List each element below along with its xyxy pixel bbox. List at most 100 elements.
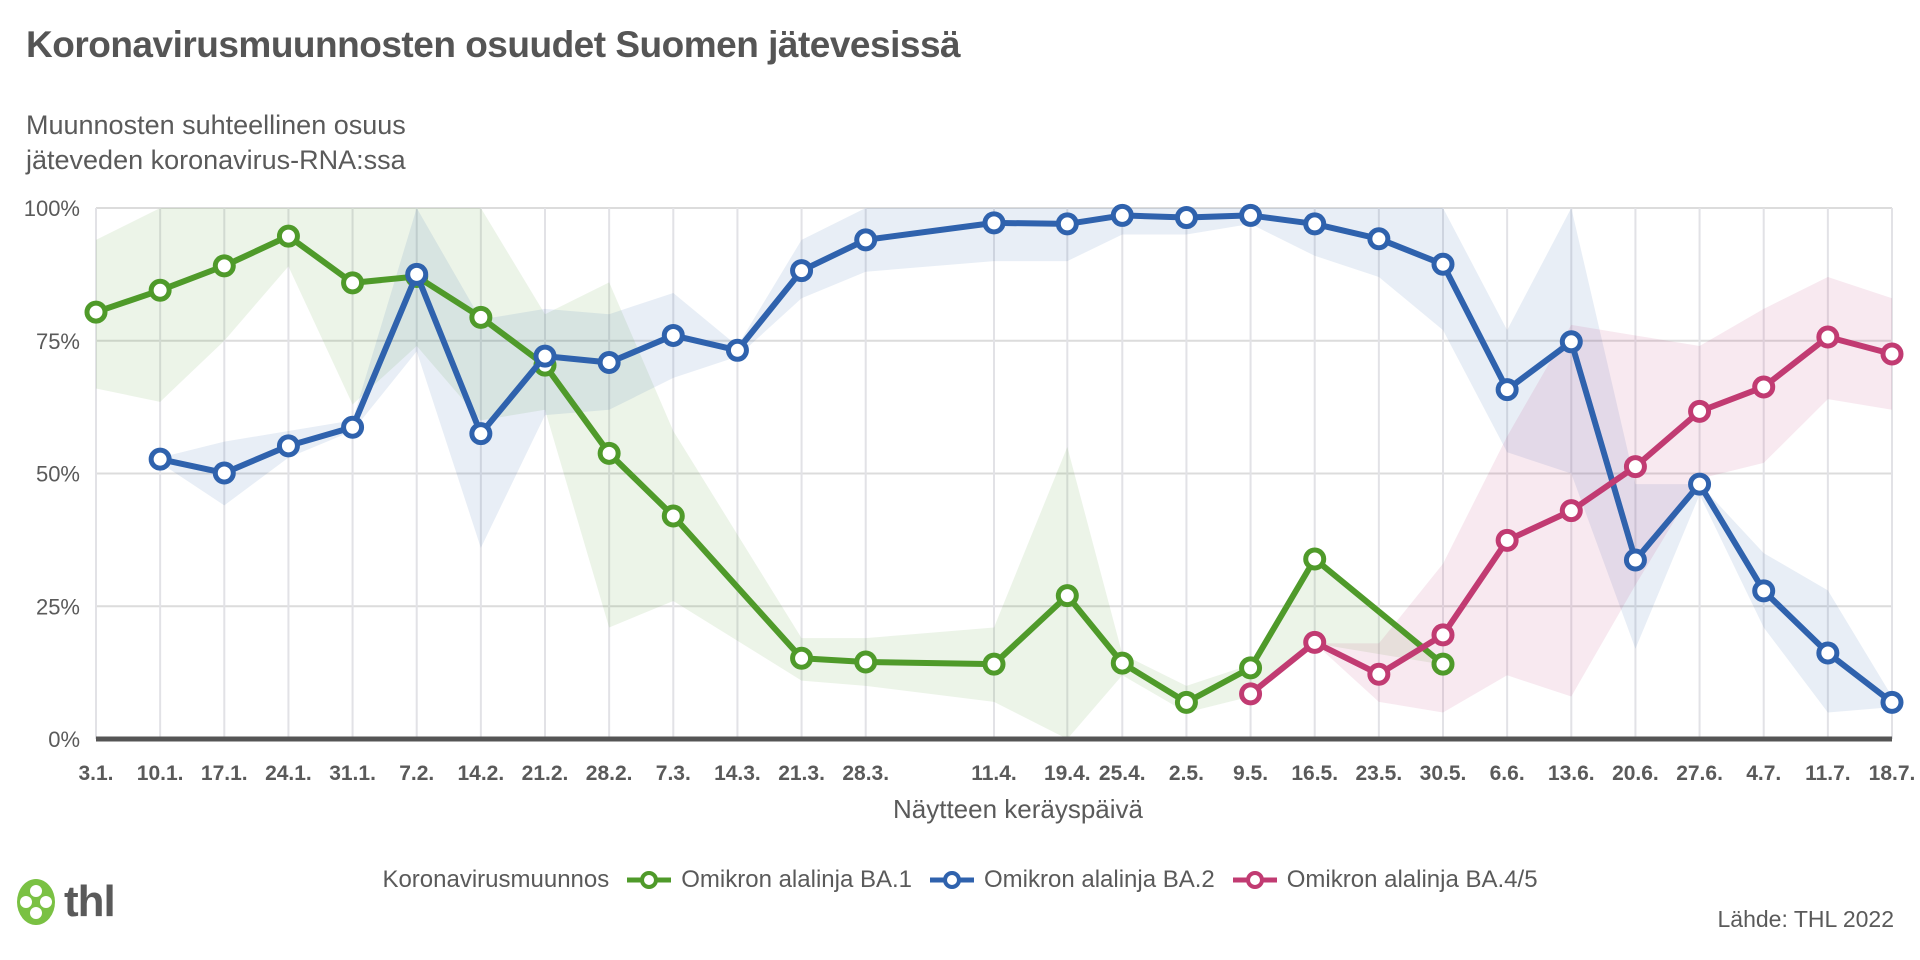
data-point <box>1239 203 1263 227</box>
data-point <box>1816 641 1840 665</box>
subtitle-line-1: Muunnosten suhteellinen osuus <box>26 110 406 140</box>
data-point <box>1880 690 1904 714</box>
x-tick-label: 7.2. <box>399 762 434 785</box>
data-point <box>1055 584 1079 608</box>
thl-logo: thl <box>14 876 116 928</box>
data-point <box>212 461 236 485</box>
data-point <box>469 422 493 446</box>
x-tick-label: 21.2. <box>522 762 569 785</box>
x-tick-label: 19.4. <box>1044 762 1091 785</box>
data-point <box>276 434 300 458</box>
legend-title: Koronavirusmuunnos <box>382 866 610 893</box>
data-point <box>1110 651 1134 675</box>
y-tick-label: 0% <box>48 727 80 752</box>
data-point <box>276 224 300 248</box>
data-point <box>1174 690 1198 714</box>
legend-item-ba45[interactable]: Omikron alalinja BA.4/5 <box>1232 866 1538 894</box>
x-tick-label: 13.6. <box>1548 762 1595 785</box>
data-point <box>533 344 557 368</box>
x-tick-label: 17.1. <box>201 762 248 785</box>
data-point <box>469 305 493 329</box>
confidence-band <box>160 208 1893 713</box>
data-point <box>790 259 814 283</box>
y-tick-label: 50% <box>36 462 80 487</box>
data-point <box>1688 472 1712 496</box>
data-point <box>1303 212 1327 236</box>
data-point <box>725 338 749 362</box>
legend-item-ba2[interactable]: Omikron alalinja BA.2 <box>930 866 1215 894</box>
x-axis-title: Näytteen keräyspäivä <box>893 794 1144 824</box>
data-point <box>982 211 1006 235</box>
y-tick-label: 100% <box>24 196 80 221</box>
x-tick-label: 11.4. <box>971 762 1017 785</box>
data-point <box>982 652 1006 676</box>
data-point <box>341 415 365 439</box>
data-point <box>1495 378 1519 402</box>
x-tick-label: 25.4. <box>1099 762 1146 785</box>
confidence-band <box>96 208 1443 739</box>
x-tick-label: 24.1. <box>265 762 312 785</box>
legend-label: Omikron alalinja BA.2 <box>984 866 1215 893</box>
clover-flower-icon <box>17 879 55 925</box>
data-point <box>1239 656 1263 680</box>
data-point <box>854 650 878 674</box>
x-tick-label: 3.1. <box>78 762 113 785</box>
data-point <box>1816 325 1840 349</box>
data-point <box>1752 579 1776 603</box>
x-tick-label: 4.7. <box>1746 762 1781 785</box>
data-point <box>1174 206 1198 230</box>
data-point <box>1055 212 1079 236</box>
data-point <box>661 504 685 528</box>
x-tick-label: 11.7. <box>1805 762 1851 785</box>
data-point <box>1623 548 1647 572</box>
chart-title: Koronavirusmuunnosten osuudet Suomen jät… <box>26 24 961 65</box>
data-point <box>212 254 236 278</box>
data-point <box>1367 662 1391 686</box>
data-point <box>597 441 621 465</box>
data-point <box>1880 342 1904 366</box>
data-point <box>1688 399 1712 423</box>
data-point <box>1239 682 1263 706</box>
x-tick-label: 14.3. <box>714 762 761 785</box>
x-tick-label: 20.6. <box>1612 762 1659 785</box>
legend: Koronavirusmuunnos Omikron alalinja BA.1… <box>0 866 1920 894</box>
x-tick-label: 27.6. <box>1676 762 1723 785</box>
data-point <box>854 228 878 252</box>
data-point <box>597 351 621 375</box>
data-point <box>1495 528 1519 552</box>
x-tick-label: 23.5. <box>1355 762 1402 785</box>
x-tick-label: 31.1. <box>329 762 376 785</box>
data-point <box>1110 203 1134 227</box>
x-tick-label: 28.2. <box>586 762 633 785</box>
x-tick-label: 10.1. <box>137 762 184 785</box>
legend-marker-icon <box>1232 871 1277 889</box>
data-point <box>148 447 172 471</box>
subtitle-line-2: jäteveden koronavirus-RNA:ssa <box>26 145 406 175</box>
data-point <box>1431 652 1455 676</box>
data-point <box>661 323 685 347</box>
chart-subtitle: Muunnosten suhteellinen osuus jäteveden … <box>26 108 406 178</box>
x-tick-label: 18.7. <box>1869 762 1916 785</box>
data-point <box>1303 630 1327 654</box>
x-tick-label: 28.3. <box>842 762 889 785</box>
x-tick-label: 6.6. <box>1490 762 1525 785</box>
legend-item-ba1[interactable]: Omikron alalinja BA.1 <box>627 866 912 894</box>
data-point <box>341 271 365 295</box>
x-tick-label: 30.5. <box>1420 762 1467 785</box>
y-tick-label: 25% <box>36 594 80 619</box>
legend-marker-icon <box>930 871 974 889</box>
data-point <box>405 262 429 286</box>
data-point <box>1623 455 1647 479</box>
data-point <box>1303 547 1327 571</box>
x-tick-label: 14.2. <box>457 762 504 785</box>
x-tick-label: 7.3. <box>656 762 691 785</box>
data-point <box>1431 623 1455 647</box>
data-point <box>1752 375 1776 399</box>
y-tick-label: 75% <box>36 329 80 354</box>
data-point <box>1431 252 1455 276</box>
confidence-band <box>1250 277 1892 713</box>
data-point <box>1367 227 1391 251</box>
legend-marker-icon <box>627 871 672 889</box>
legend-label: Omikron alalinja BA.1 <box>681 866 912 893</box>
